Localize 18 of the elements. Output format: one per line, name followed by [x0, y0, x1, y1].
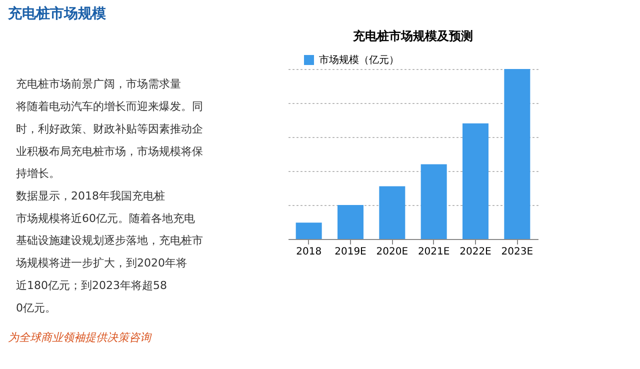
bar [338, 205, 364, 239]
bar [296, 222, 322, 239]
bar [504, 69, 530, 239]
legend-label: 市场规模（亿元） [319, 54, 399, 66]
x-tick-label: 2018 [296, 246, 322, 258]
text: 数据显示，2018年我国充电桩市场规模将近60亿元。随着各地充电基础设施建设规划逐步落地，充电桩市场规模将进一步扩大，到2020年将近180亿元；到2023年将超580亿元。 [15, 190, 203, 314]
x-tick-label: 2021E [418, 246, 450, 258]
bar [379, 186, 406, 239]
text: 充电桩市场规模 [7, 5, 107, 22]
text: 充电桩市场前景广阔，市场需求量将随着电动汽车的增长而迎来爆发。同时，利好政策、财政补贴等因素推动企业积极布局充电桩市场，市场规模将保持增长。 [15, 78, 203, 180]
bar [420, 164, 447, 239]
x-tick-label: 2019E [334, 246, 366, 258]
x-tick-label: 2023E [501, 246, 534, 258]
bar [462, 123, 488, 239]
chart-subtitle: 充电桩市场规模及预测 [352, 29, 473, 43]
text: 为全球商业领袖提供决策咨询 [8, 331, 152, 344]
x-tick-label: 2022E [460, 246, 492, 258]
x-tick-label: 2020E [376, 246, 408, 258]
